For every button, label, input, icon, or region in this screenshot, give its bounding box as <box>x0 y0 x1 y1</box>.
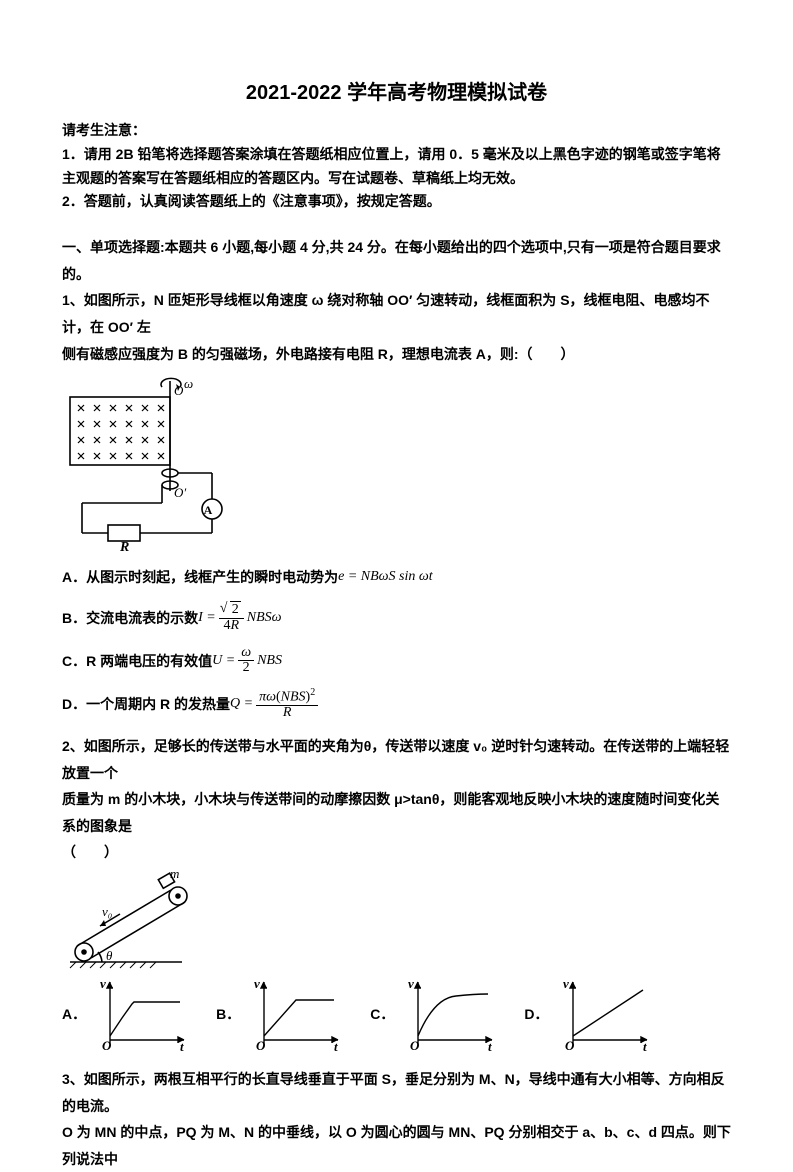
q2-text-line2: 质量为 m 的小木块，小木块与传送带间的动摩擦因数 μ>tanθ，则能客观地反映… <box>62 786 731 839</box>
svg-text:O: O <box>565 1038 575 1052</box>
svg-text:t: t <box>334 1039 338 1052</box>
q1-option-a: A．从图示时刻起，线框产生的瞬时电动势为 e = NBωS sin ωt <box>62 563 731 591</box>
fraction-icon: ω 2 <box>238 646 254 676</box>
svg-text:v: v <box>563 976 569 991</box>
q1-optD-text: D．一个周期内 R 的发热量 <box>62 694 230 714</box>
q2-optA-label: A． <box>62 1004 86 1024</box>
q2-graph-a: v t O <box>96 976 188 1052</box>
svg-text:O: O <box>410 1038 420 1052</box>
q2-graph-d: v t O <box>559 976 651 1052</box>
q2-optC-label: C． <box>370 1004 394 1024</box>
q2-figure: m v₀ θ <box>62 872 731 972</box>
q3-text-line2: O 为 MN 的中点，PQ 为 M、N 的中垂线，以 O 为圆心的圆与 MN、P… <box>62 1119 731 1172</box>
svg-text:ω: ω <box>184 376 193 391</box>
q1-optC-lhs: U = <box>212 653 235 669</box>
svg-text:v: v <box>408 976 414 991</box>
svg-text:v: v <box>100 976 106 991</box>
q2-options-row: A． v t O B． v t O C． <box>62 976 731 1052</box>
q1-optB-tail: NBSω <box>247 610 282 626</box>
q1-optB-text: B．交流电流表的示数 <box>62 608 198 628</box>
q1-text-line1: 1、如图所示，N 匝矩形导线框以角速度 ω 绕对称轴 OO′ 匀速转动，线框面积… <box>62 287 731 340</box>
q1-text-line2: 侧有磁感应强度为 B 的匀强磁场，外电路接有电阻 R，理想电流表 A，则:（ ） <box>62 341 731 368</box>
svg-text:t: t <box>180 1039 184 1052</box>
notice-item-2: 2．答题前，认真阅读答题纸上的《注意事项》，按规定答题。 <box>62 190 731 214</box>
q3-text-line1: 3、如图所示，两根互相平行的长直导线垂直于平面 S，垂足分别为 M、N，导线中通… <box>62 1066 731 1119</box>
q1-optB-lhs: I = <box>198 610 216 626</box>
exam-title: 2021-2022 学年高考物理模拟试卷 <box>62 76 731 105</box>
svg-text:R: R <box>119 540 129 553</box>
svg-text:O′: O′ <box>174 485 186 500</box>
q2-text-line1: 2、如图所示，足够长的传送带与水平面的夹角为θ，传送带以速度 v₀ 逆时针匀速转… <box>62 733 731 786</box>
fraction-icon: 2 4R <box>219 603 244 633</box>
q1-option-d: D．一个周期内 R 的发热量 Q = πω(NBS)2 R <box>62 688 731 721</box>
fraction-icon: πω(NBS)2 R <box>256 688 318 721</box>
q1-optA-math: e = NBωS sin ωt <box>338 569 433 585</box>
q1-optC-tail: NBS <box>257 653 282 669</box>
q2-text-line3: （ ） <box>62 839 731 866</box>
q1-optD-lhs: Q = <box>230 696 253 712</box>
svg-text:m: m <box>170 872 179 881</box>
q2-optB-label: B． <box>216 1004 240 1024</box>
q1-optA-text: A．从图示时刻起，线框产生的瞬时电动势为 <box>62 567 338 587</box>
svg-text:O: O <box>174 383 184 398</box>
q1-optC-text: C．R 两端电压的有效值 <box>62 651 212 671</box>
svg-text:θ: θ <box>106 948 113 963</box>
q2-graph-c: v t O <box>404 976 496 1052</box>
q2-graph-b: v t O <box>250 976 342 1052</box>
svg-text:v₀: v₀ <box>102 904 112 919</box>
svg-text:O: O <box>256 1038 266 1052</box>
svg-text:t: t <box>643 1039 647 1052</box>
section-a-heading: 一、单项选择题:本题共 6 小题,每小题 4 分,共 24 分。在每小题给出的四… <box>62 234 731 287</box>
svg-text:t: t <box>488 1039 492 1052</box>
svg-text:O: O <box>102 1038 112 1052</box>
svg-text:A: A <box>204 503 213 517</box>
notice-heading: 请考生注意： <box>62 119 731 143</box>
q1-option-c: C．R 两端电压的有效值 U = ω 2 NBS <box>62 646 731 676</box>
q1-figure: ω O O′ A R <box>62 373 731 553</box>
q2-optD-label: D． <box>524 1004 548 1024</box>
q1-option-b: B．交流电流表的示数 I = 2 4R NBSω <box>62 603 731 633</box>
notice-item-1: 1．请用 2B 铅笔将选择题答案涂填在答题纸相应位置上，请用 0．5 毫米及以上… <box>62 143 731 191</box>
svg-text:v: v <box>254 976 260 991</box>
